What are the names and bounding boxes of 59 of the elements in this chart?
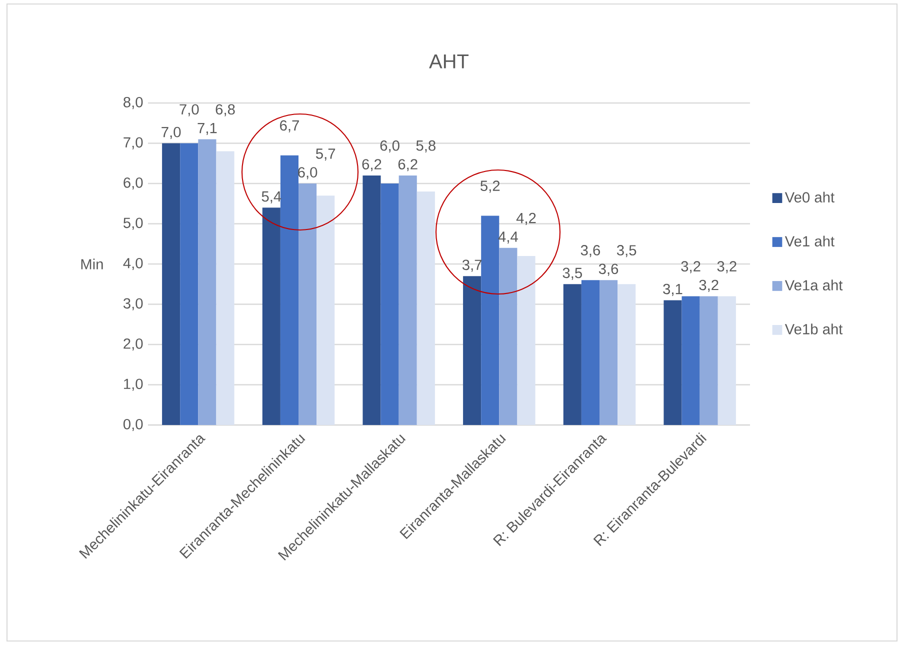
bar [380,184,399,425]
bar [563,284,582,425]
bar [416,192,435,425]
y-tick-label: 5,0 [123,218,143,230]
bar [718,296,736,425]
legend-label: Ve1a aht [784,280,843,290]
legend-label: Ve1 aht [784,236,834,246]
bar [618,284,636,425]
bar [162,143,180,425]
bar [316,196,335,425]
data-label: 7,0 [162,126,181,139]
chart-title: AHT [429,54,469,68]
data-label: 6,0 [380,140,400,153]
data-label: 4,2 [516,212,536,225]
data-label: 6,2 [362,159,382,172]
data-label: 6,2 [398,159,418,172]
y-tick-label: 3,0 [123,298,143,310]
bar [180,143,198,425]
data-label: 3,5 [562,268,582,280]
data-label: 3,6 [580,245,600,258]
y-tick-label: 4,0 [123,258,143,270]
bar [463,276,482,425]
bar [682,296,700,425]
data-label: 7,0 [180,104,199,116]
bar [362,175,381,425]
data-label: 7,1 [198,123,217,135]
bar [280,155,298,425]
bar [700,296,718,425]
bar [499,248,518,425]
y-axis-title: Min [81,258,103,270]
data-label: 3,1 [663,284,682,296]
legend-label: Ve0 aht [784,192,834,203]
data-label: 5,7 [316,148,336,161]
bar [481,216,500,425]
data-label: 6,8 [216,104,235,116]
y-tick-label: 6,0 [124,177,143,190]
y-tick-label: 2,0 [124,338,143,351]
bar [262,208,280,425]
bar [216,151,234,425]
data-label: 6,7 [280,120,299,132]
data-label: 5,8 [416,140,436,153]
bar [517,256,536,425]
bar [599,280,618,425]
bar [664,300,682,425]
data-label: 3,5 [616,245,636,258]
bar [298,184,317,425]
y-tick-label: 0,0 [123,418,143,432]
data-label: 5,2 [480,180,500,193]
legend-label: Ve1b aht [784,324,843,334]
y-tick-label: 8,0 [124,96,143,110]
bar [581,280,600,425]
y-tick-label: 7,0 [124,137,143,150]
data-label: 3,2 [717,261,736,274]
data-label: 3,2 [699,280,718,292]
bar [398,175,417,425]
y-tick-label: 1,0 [124,378,143,391]
bar [198,139,216,425]
data-label: 3,2 [681,261,700,274]
data-label: 3,6 [598,264,618,276]
